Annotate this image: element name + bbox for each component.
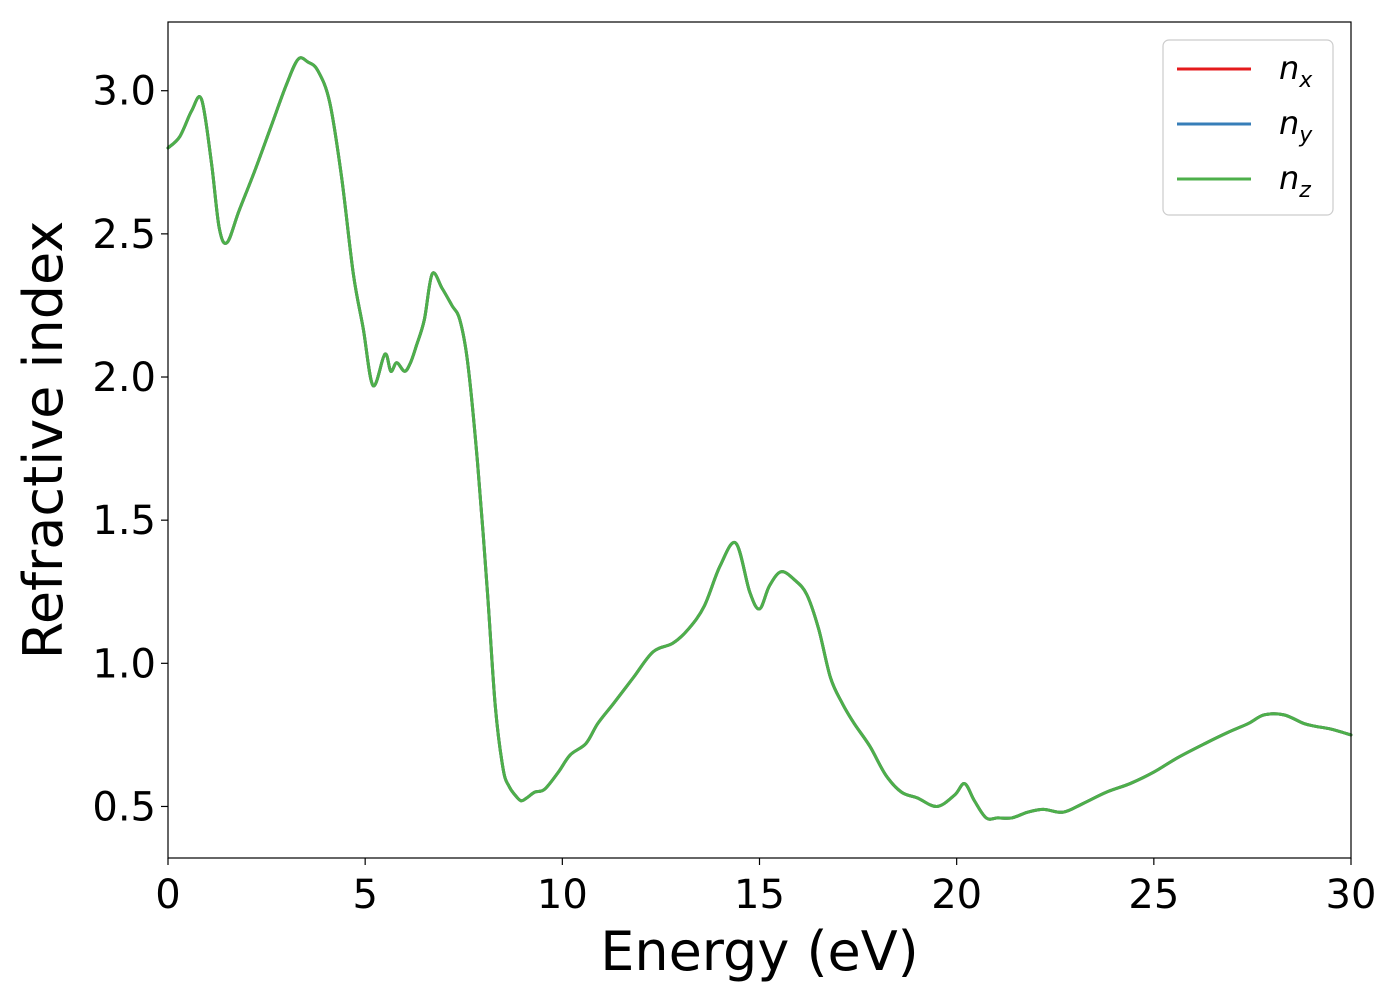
y-tick-label: 3.0 [92,69,156,115]
x-tick-label: 10 [537,872,588,918]
y-tick-label: 2.5 [92,212,156,258]
x-tick-label: 20 [931,872,982,918]
x-tick-label: 5 [352,872,377,918]
x-tick-label: 0 [155,872,180,918]
x-axis-label: Energy (eV) [600,920,919,983]
series-layer [166,56,1353,821]
y-axis-label: Refractive index [12,221,75,660]
legend-label-y: ny [1279,104,1313,148]
y-tick-label: 1.5 [92,498,156,544]
y-tick-label: 2.0 [92,355,156,401]
x-tick-label: 30 [1326,872,1377,918]
y-tick-label: 0.5 [92,784,156,830]
legend-label-x: nx [1279,49,1313,93]
x-tick-label: 15 [734,872,785,918]
x-axis-ticks: 0 5 10 15 20 25 30 [155,858,1376,918]
legend-label-z: nz [1279,159,1311,203]
series-line-n-z [166,56,1353,821]
y-tick-label: 1.0 [92,641,156,687]
y-axis-ticks: 0.5 1.0 1.5 2.0 2.5 3.0 [92,69,168,830]
legend: nx ny nz [1162,39,1334,216]
x-tick-label: 25 [1128,872,1179,918]
legend-box [1162,39,1334,216]
